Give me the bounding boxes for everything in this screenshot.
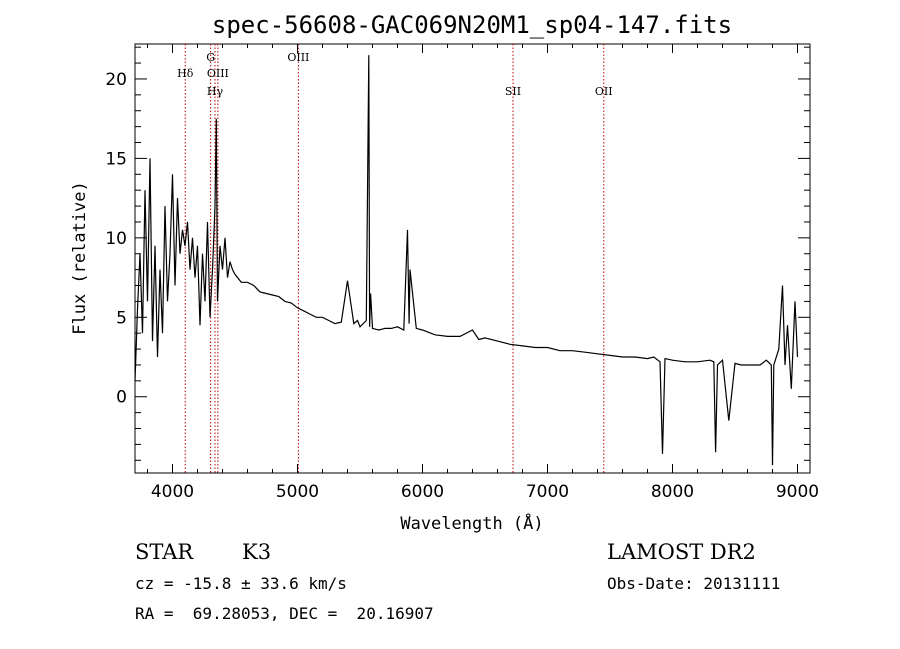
x-tick-label: 9000 (776, 482, 819, 502)
spectral-line-label: SII (505, 85, 521, 98)
axis-ticks: 4000 5000 6000 7000 8000 9000 0 5 10 15 20 (105, 44, 819, 502)
y-tick-label: 0 (116, 388, 127, 408)
y-tick-label: 5 (116, 308, 127, 328)
annotation-layer: Hδ G Hγ OIII OIII SII OII (177, 44, 613, 473)
x-tick-label: 8000 (651, 482, 694, 502)
spectral-line-label: Hγ (207, 85, 224, 98)
y-tick-label: 10 (105, 229, 127, 249)
spectral-line-label: OIII (287, 51, 309, 64)
chart-title: spec-56608-GAC069N20M1_sp04-147.fits (212, 11, 732, 39)
coordinates: RA = 69.28053, DEC = 20.16907 (135, 604, 434, 623)
y-axis-label: Flux (relative) (70, 181, 90, 335)
object-subclass: K3 (242, 540, 272, 564)
spectral-line-label: OII (595, 85, 613, 98)
survey-name: LAMOST DR2 (607, 540, 756, 564)
x-tick-label: 4000 (151, 482, 194, 502)
y-tick-label: 15 (105, 149, 127, 169)
x-tick-label: 5000 (276, 482, 319, 502)
x-tick-label: 7000 (526, 482, 569, 502)
object-class: STAR (135, 540, 194, 564)
x-axis-label: Wavelength (Å) (400, 512, 543, 534)
plot-frame (134, 43, 811, 474)
spectral-line-label: OIII (207, 67, 229, 80)
redshift-value: cz = -15.8 ± 33.6 km/s (135, 574, 347, 593)
spectrum-line (134, 55, 799, 466)
spectral-line-label: Hδ (177, 67, 194, 80)
spectral-line-label: G (206, 51, 215, 64)
obs-date: Obs-Date: 20131111 (607, 574, 781, 593)
y-tick-label: 20 (105, 70, 127, 90)
x-tick-label: 6000 (401, 482, 444, 502)
